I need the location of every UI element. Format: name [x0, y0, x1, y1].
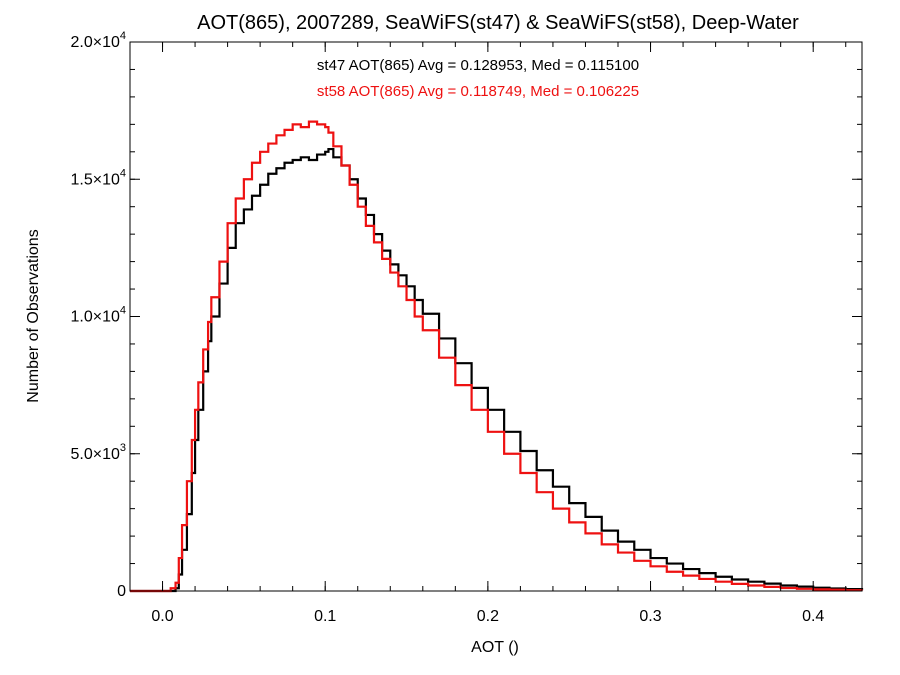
x-tick-label: 0.3: [639, 608, 661, 625]
x-tick-label: 0.2: [477, 608, 499, 625]
y-tick-label: 0: [117, 583, 126, 600]
axes-layer: 0.0 0.1 0.2 0.3 0.4 0 5.0×103 1.0×104 1.5×104 2.0…: [70, 30, 863, 625]
series-layer: [130, 120, 864, 593]
x-tick-label: 0.4: [802, 608, 824, 625]
y-tick-label: 1.0×104: [70, 305, 126, 326]
series-line-st58: [130, 120, 864, 593]
x-tick-label: 0.1: [314, 608, 336, 625]
series-line-st47: [130, 147, 864, 593]
x-tick-label: 0.0: [151, 608, 173, 625]
y-axis-label: Number of Observations: [25, 229, 42, 402]
y-tick-label: 1.5×104: [70, 167, 126, 188]
chart-title: AOT(865), 2007289, SeaWiFS(st47) & SeaWi…: [197, 12, 799, 34]
x-axis-label: AOT (): [471, 639, 519, 656]
legend: st47 AOT(865) Avg = 0.128953, Med = 0.11…: [317, 57, 639, 100]
legend-entry-st47: st47 AOT(865) Avg = 0.128953, Med = 0.11…: [317, 57, 639, 74]
y-tick-label: 2.0×104: [70, 30, 126, 51]
plot-frame: [129, 41, 863, 592]
y-tick-label: 5.0×103: [70, 442, 126, 463]
legend-entry-st58: st58 AOT(865) Avg = 0.118749, Med = 0.10…: [317, 83, 639, 100]
